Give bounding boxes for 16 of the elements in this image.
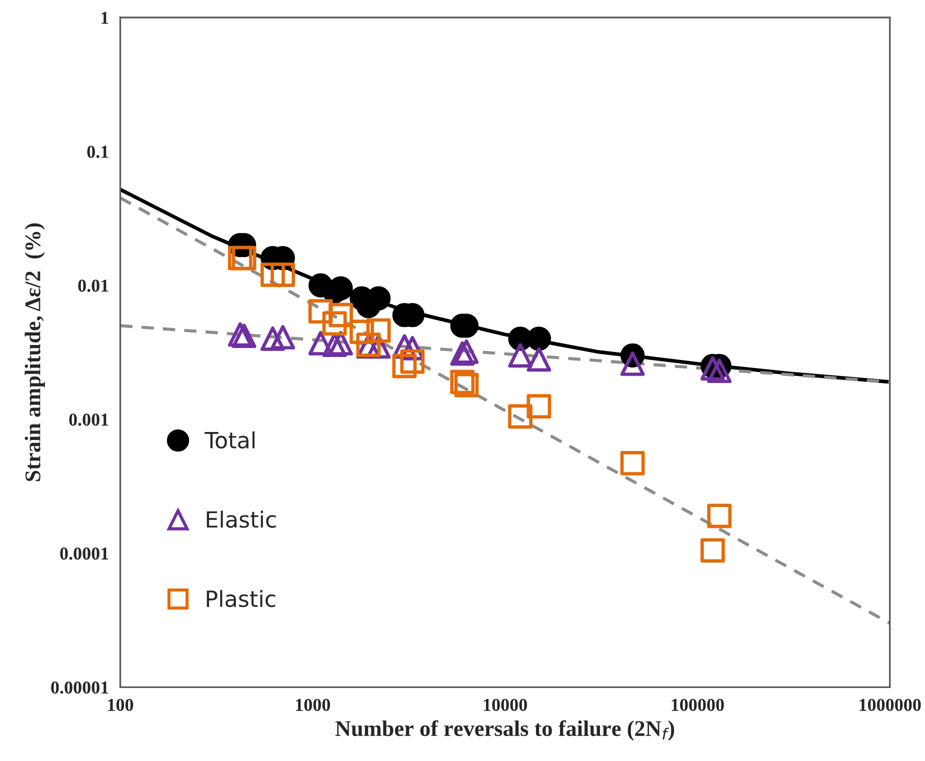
- y-tick-label: 0.01: [78, 280, 108, 292]
- legend-label: Elastic: [206, 510, 276, 528]
- y-tick-label: 0.00001: [51, 681, 108, 694]
- y-axis-title: Strain amplitude, Δε/2 (%): [24, 223, 45, 482]
- legend-label: Plastic: [206, 590, 276, 608]
- y-tick-label: 0.1: [87, 146, 108, 158]
- x-tick-label: 1000: [296, 698, 330, 711]
- y-tick-label: 0.0001: [60, 548, 108, 560]
- x-axis-title: Number of reversals to failure (2N$_{f}$): [335, 720, 674, 741]
- legend-label: Total: [204, 431, 255, 449]
- y-tick-label: 0.001: [69, 414, 108, 426]
- x-tick-label: 10000: [484, 698, 527, 711]
- x-tick-label: 100: [108, 698, 134, 711]
- y-tick-label: 1: [102, 12, 108, 24]
- x-tick-label: 100000: [672, 698, 724, 711]
- x-tick-label: 1000000: [860, 698, 921, 711]
